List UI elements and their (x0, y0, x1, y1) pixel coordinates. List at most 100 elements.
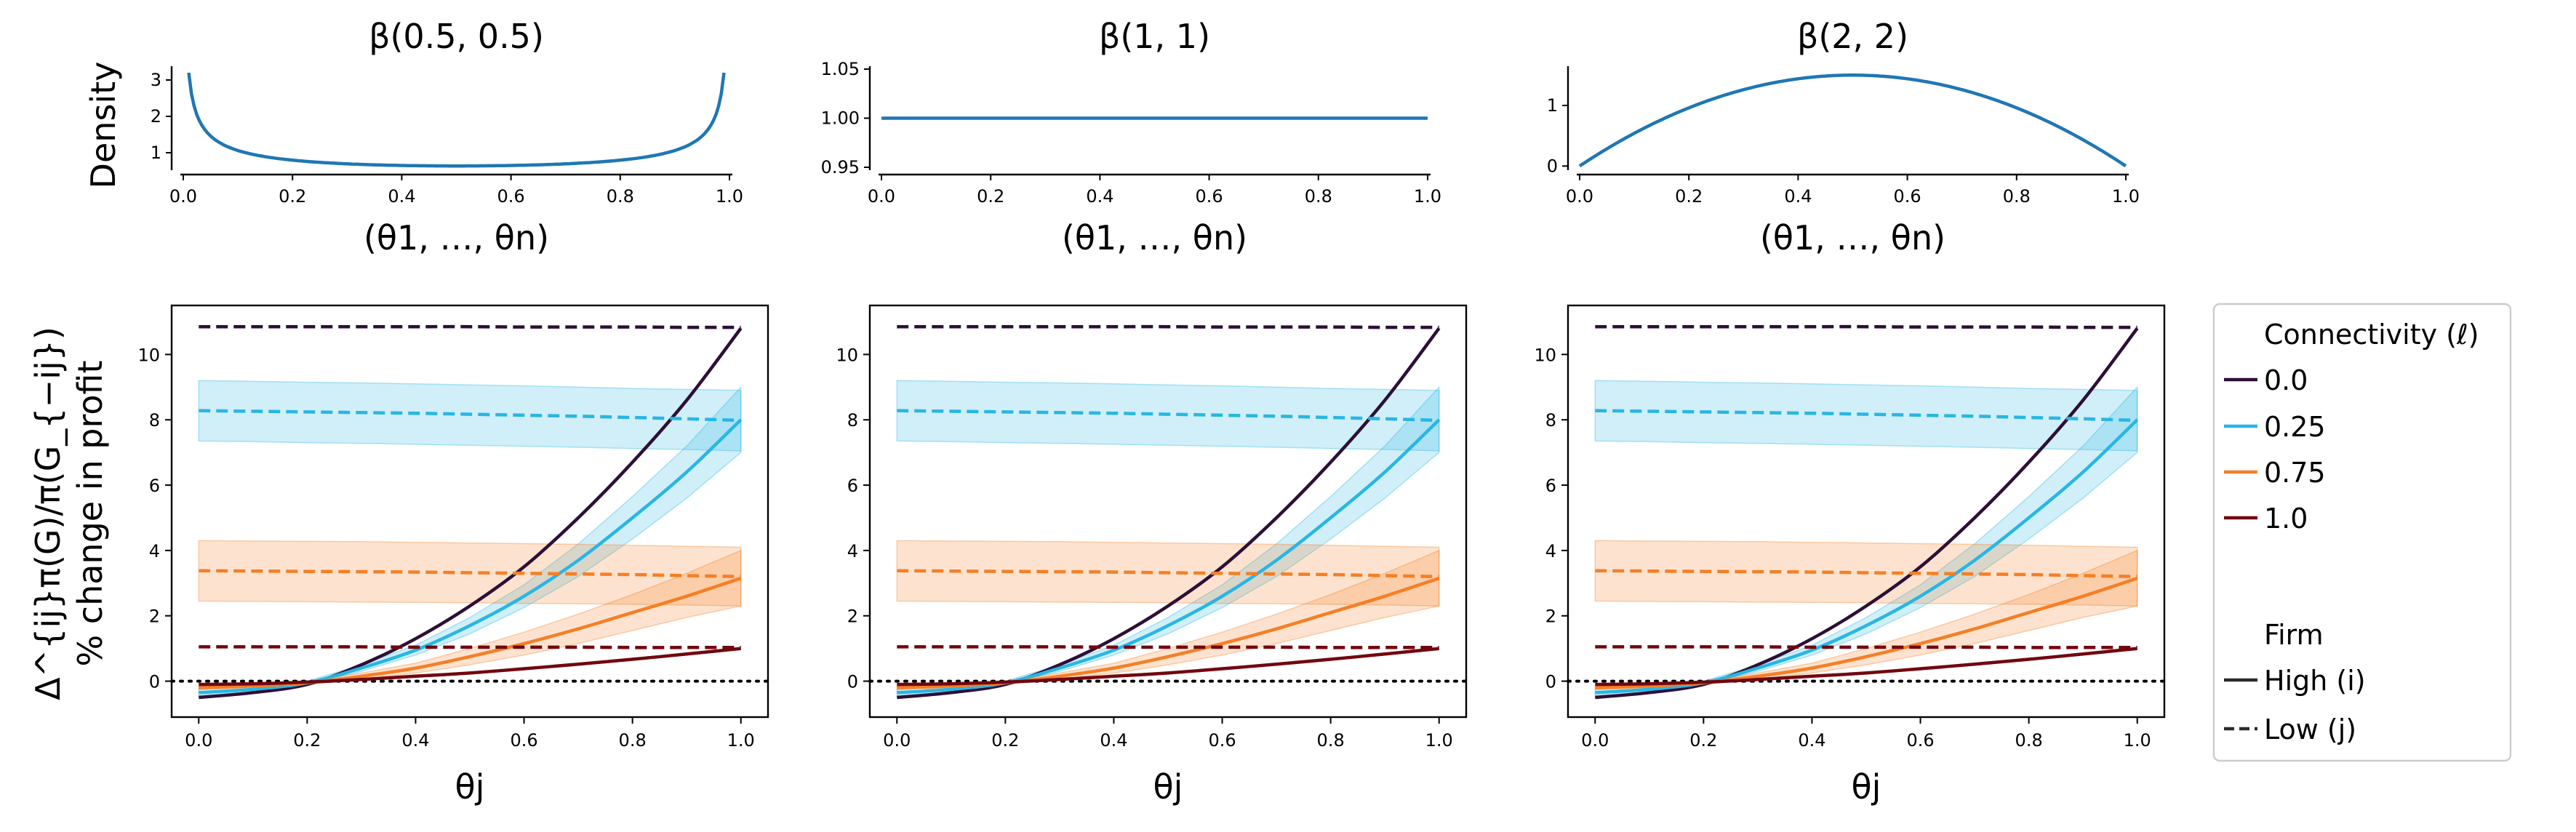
density-ytick-label-2-1: 1 (1547, 95, 1558, 116)
ytick-label-1-5: 10 (836, 345, 858, 365)
xtick-label-1-2: 0.4 (1100, 730, 1127, 751)
density-xtick-label-2-4: 0.8 (2003, 186, 2031, 207)
density-xtick-label-0-2: 0.4 (388, 186, 415, 207)
density-ytick-label-2-0: 0 (1547, 156, 1558, 176)
ytick-label-1-3: 6 (847, 476, 858, 496)
series-line-2-5 (1595, 409, 2137, 423)
density-xtick-label-1-1: 0.2 (977, 186, 1004, 207)
plot-frame-2 (1567, 304, 2166, 719)
density-title-1: β(1, 1) (1099, 17, 1210, 56)
xtick-label-1-3: 0.6 (1208, 730, 1236, 751)
xlabel-1: θj (1153, 767, 1183, 807)
density-xtick-label-2-2: 0.4 (1784, 186, 1812, 207)
series-line-1-5 (897, 409, 1439, 423)
density-xtick-label-1-5: 1.0 (1414, 186, 1441, 207)
ytick-label-0-4: 8 (149, 410, 160, 431)
series-line-0-5 (199, 409, 741, 423)
legend-label-conn-2: 0.75 (2264, 457, 2326, 489)
series-line-0-3 (199, 647, 741, 687)
series-line-2-0 (1595, 327, 2139, 700)
ytick-label-2-3: 6 (1545, 476, 1556, 496)
ytick-label-2-5: 10 (1534, 345, 1556, 365)
density-xtick-label-2-1: 0.2 (1675, 186, 1703, 207)
density-ytick-label-0-1: 2 (151, 106, 161, 127)
legend-label-conn-0: 0.0 (2264, 364, 2308, 396)
xtick-label-2-4: 0.8 (2015, 730, 2043, 751)
xlabel-0: θj (455, 767, 485, 807)
density-xlabel-0: (θ1, …, θn) (364, 218, 549, 257)
density-xtick-label-1-2: 0.4 (1086, 186, 1113, 207)
density-xtick-label-1-3: 0.6 (1196, 186, 1223, 207)
series-line-1-0 (897, 327, 1441, 700)
xtick-label-2-2: 0.4 (1798, 730, 1825, 751)
series-line-2-3 (1595, 647, 2137, 687)
ytick-label-1-2: 4 (847, 541, 858, 561)
xtick-label-0-0: 0.0 (185, 730, 212, 751)
density-title-0: β(0.5, 0.5) (369, 17, 544, 56)
xtick-label-0-5: 1.0 (727, 730, 755, 751)
density-xtick-label-0-5: 1.0 (716, 186, 743, 207)
ytick-label-0-1: 2 (149, 607, 160, 627)
legend-frame (2212, 303, 2512, 762)
series-line-2-6 (1595, 569, 2137, 579)
xtick-label-1-0: 0.0 (883, 730, 911, 751)
density-xtick-label-1-0: 0.0 (868, 186, 895, 207)
legend-label-conn-3: 1.0 (2264, 503, 2308, 535)
density-xtick-label-0-4: 0.8 (607, 186, 634, 207)
xtick-label-1-1: 0.2 (991, 730, 1019, 751)
ytick-label-0-3: 6 (149, 476, 160, 496)
panel-density-1: β(1, 1) 0.95 1.00 1.05 0.0 0.2 0.4 0.6 0.8 1.0 (θ1… (821, 17, 1442, 257)
panel-profit-1: 0 2 4 6 8 10 0.0 0.2 0.4 0.6 0.8 1.0 θj (836, 304, 1468, 807)
plot-frame-0 (170, 304, 769, 719)
series-line-0-0 (199, 327, 743, 700)
xtick-label-1-5: 1.0 (1425, 730, 1453, 751)
main-ylabel-line1: Δ^{ij}π(G)/π(G_{−ij}) (28, 327, 68, 700)
density-ytick-label-1-0: 0.95 (821, 157, 860, 177)
band-1-1 (896, 385, 1440, 697)
xtick-label-1-4: 0.8 (1317, 730, 1345, 751)
series-line-1-3 (897, 647, 1439, 687)
xtick-label-2-3: 0.6 (1906, 730, 1934, 751)
panel-profit-0: 0 2 4 6 8 10 0.0 0.2 0.4 0.6 0.8 1.0 θj (137, 304, 769, 807)
ytick-label-0-2: 4 (149, 541, 160, 561)
panel-profit-2: 0 2 4 6 8 10 0.0 0.2 0.4 0.6 0.8 1.0 θj (1534, 304, 2166, 807)
band-0-1 (198, 385, 742, 697)
plot-frame-1 (868, 304, 1468, 719)
xtick-label-0-2: 0.4 (401, 730, 429, 751)
density-title-2: β(2, 2) (1797, 17, 1908, 56)
xlabel-2: θj (1852, 767, 1881, 807)
legend-title-connectivity: Connectivity (ℓ) (2264, 319, 2479, 351)
density-xtick-label-0-1: 0.2 (279, 186, 306, 207)
ytick-label-1-1: 2 (847, 607, 858, 627)
legend: Connectivity (ℓ) 0.0 0.25 0.75 1.0 Firm … (2212, 303, 2512, 762)
ytick-label-2-1: 2 (1545, 607, 1556, 627)
density-xlabel-2: (θ1, …, θn) (1760, 218, 1945, 257)
ytick-label-2-2: 4 (1545, 541, 1556, 561)
legend-label-conn-1: 0.25 (2264, 411, 2326, 443)
xtick-label-2-0: 0.0 (1581, 730, 1609, 751)
density-curve-0 (187, 72, 726, 168)
xtick-label-2-5: 1.0 (2124, 730, 2151, 751)
xtick-label-0-4: 0.8 (619, 730, 647, 751)
density-xlabel-1: (θ1, …, θn) (1062, 218, 1247, 257)
series-line-1-6 (897, 569, 1439, 579)
ytick-label-0-0: 0 (149, 672, 160, 692)
series-line-0-6 (199, 569, 741, 579)
density-ytick-label-0-0: 1 (151, 143, 161, 163)
legend-title-firm: Firm (2264, 619, 2324, 651)
density-curve-2 (1578, 73, 2127, 168)
xtick-label-0-1: 0.2 (293, 730, 321, 751)
legend-label-firm-low: Low (j) (2264, 713, 2356, 745)
density-xtick-label-2-3: 0.6 (1894, 186, 1921, 207)
main-ylabel-line2: % change in profit (71, 360, 110, 666)
ytick-label-2-0: 0 (1545, 672, 1556, 692)
xtick-label-2-1: 0.2 (1689, 730, 1717, 751)
density-xtick-label-0-0: 0.0 (169, 186, 197, 207)
legend-label-firm-high: High (i) (2264, 665, 2366, 697)
ytick-label-1-4: 8 (847, 410, 858, 431)
density-xtick-label-2-0: 0.0 (1566, 186, 1593, 207)
density-xtick-label-0-3: 0.6 (497, 186, 525, 207)
panel-density-2: β(2, 2) 0 1 0.0 0.2 0.4 0.6 0.8 1.0 (θ1, …, θn) (1547, 17, 2140, 257)
density-ytick-label-1-2: 1.05 (821, 59, 860, 79)
